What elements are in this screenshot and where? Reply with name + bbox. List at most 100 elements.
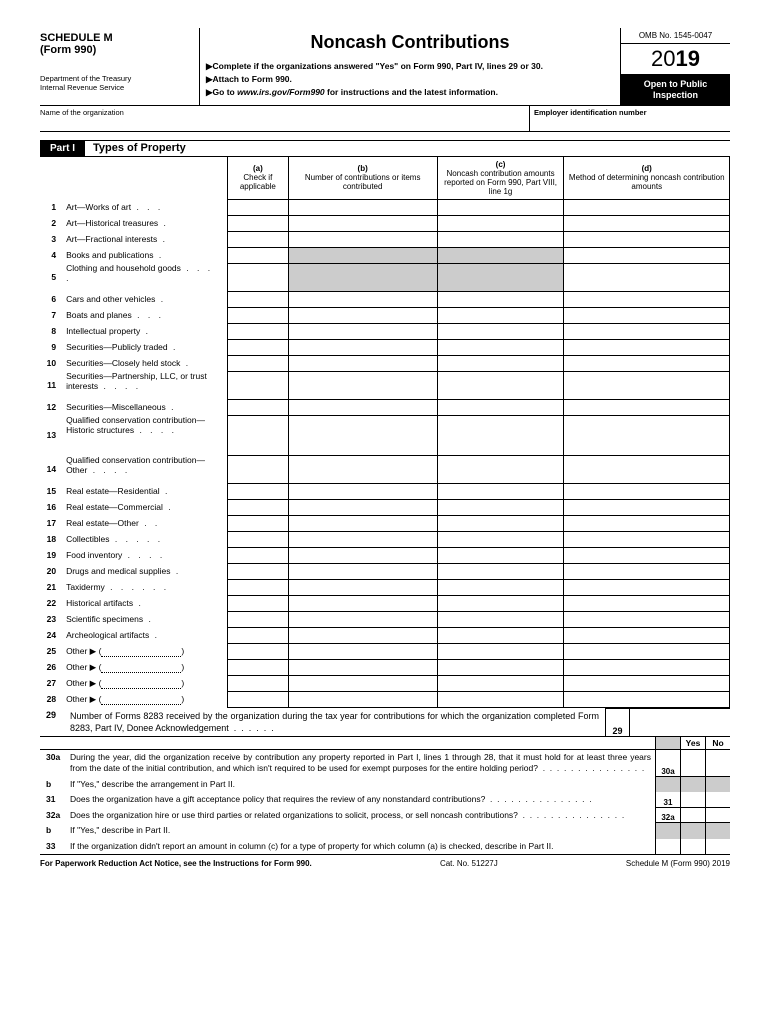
cell-c[interactable] (437, 415, 564, 455)
cell-b[interactable] (288, 595, 437, 611)
cell-b[interactable] (288, 291, 437, 307)
q-no[interactable] (705, 808, 730, 823)
cell-a[interactable] (228, 563, 289, 579)
cell-b[interactable] (288, 563, 437, 579)
cell-c[interactable] (437, 371, 564, 399)
cell-a[interactable] (228, 483, 289, 499)
cell-c[interactable] (437, 339, 564, 355)
cell-b[interactable] (288, 579, 437, 595)
cell-a[interactable] (228, 323, 289, 339)
cell-b[interactable] (288, 215, 437, 231)
q-no[interactable] (705, 750, 730, 777)
cell-d[interactable] (564, 323, 730, 339)
cell-c[interactable] (437, 199, 564, 215)
cell-b[interactable] (288, 515, 437, 531)
cell-d[interactable] (564, 231, 730, 247)
cell-d[interactable] (564, 415, 730, 455)
cell-c[interactable] (437, 399, 564, 415)
cell-b[interactable] (288, 643, 437, 659)
cell-b[interactable] (288, 611, 437, 627)
cell-d[interactable] (564, 563, 730, 579)
cell-d[interactable] (564, 399, 730, 415)
cell-c[interactable] (437, 291, 564, 307)
cell-c[interactable] (437, 307, 564, 323)
cell-a[interactable] (228, 339, 289, 355)
cell-b[interactable] (288, 307, 437, 323)
cell-d[interactable] (564, 659, 730, 675)
cell-c[interactable] (437, 675, 564, 691)
cell-d[interactable] (564, 215, 730, 231)
cell-a[interactable] (228, 531, 289, 547)
cell-a[interactable] (228, 231, 289, 247)
cell-b[interactable] (288, 547, 437, 563)
cell-d[interactable] (564, 547, 730, 563)
cell-d[interactable] (564, 263, 730, 291)
cell-b[interactable] (288, 399, 437, 415)
cell-b[interactable] (288, 627, 437, 643)
cell-c[interactable] (437, 455, 564, 483)
cell-c[interactable] (437, 627, 564, 643)
cell-b[interactable] (288, 371, 437, 399)
cell-d[interactable] (564, 371, 730, 399)
cell-a[interactable] (228, 415, 289, 455)
cell-a[interactable] (228, 579, 289, 595)
cell-d[interactable] (564, 579, 730, 595)
cell-c[interactable] (437, 515, 564, 531)
cell-d[interactable] (564, 531, 730, 547)
cell-c[interactable] (437, 611, 564, 627)
cell-d[interactable] (564, 595, 730, 611)
cell-c[interactable] (437, 579, 564, 595)
cell-b[interactable] (288, 499, 437, 515)
cell-a[interactable] (228, 499, 289, 515)
cell-d[interactable] (564, 643, 730, 659)
cell-b[interactable] (288, 199, 437, 215)
cell-d[interactable] (564, 355, 730, 371)
q-yes[interactable] (680, 792, 705, 807)
cell-b[interactable] (288, 231, 437, 247)
cell-a[interactable] (228, 595, 289, 611)
cell-c[interactable] (437, 263, 564, 291)
cell-d[interactable] (564, 307, 730, 323)
cell-c[interactable] (437, 247, 564, 263)
cell-c[interactable] (437, 547, 564, 563)
cell-c[interactable] (437, 355, 564, 371)
cell-a[interactable] (228, 547, 289, 563)
cell-a[interactable] (228, 199, 289, 215)
cell-a[interactable] (228, 371, 289, 399)
cell-a[interactable] (228, 291, 289, 307)
cell-b[interactable] (288, 455, 437, 483)
cell-c[interactable] (437, 659, 564, 675)
cell-b[interactable] (288, 415, 437, 455)
cell-a[interactable] (228, 215, 289, 231)
cell-d[interactable] (564, 455, 730, 483)
cell-b[interactable] (288, 355, 437, 371)
cell-c[interactable] (437, 499, 564, 515)
q-yes[interactable] (680, 750, 705, 777)
cell-d[interactable] (564, 499, 730, 515)
cell-a[interactable] (228, 355, 289, 371)
cell-a[interactable] (228, 263, 289, 291)
cell-b[interactable] (288, 531, 437, 547)
cell-d[interactable] (564, 291, 730, 307)
cell-a[interactable] (228, 611, 289, 627)
cell-c[interactable] (437, 231, 564, 247)
cell-d[interactable] (564, 339, 730, 355)
cell-c[interactable] (437, 483, 564, 499)
cell-c[interactable] (437, 691, 564, 707)
cell-d[interactable] (564, 627, 730, 643)
q29-value[interactable] (630, 708, 730, 736)
cell-b[interactable] (288, 323, 437, 339)
cell-b[interactable] (288, 483, 437, 499)
cell-a[interactable] (228, 399, 289, 415)
cell-a[interactable] (228, 515, 289, 531)
cell-d[interactable] (564, 515, 730, 531)
cell-b[interactable] (288, 691, 437, 707)
cell-c[interactable] (437, 643, 564, 659)
q-yes[interactable] (680, 808, 705, 823)
cell-b[interactable] (288, 263, 437, 291)
cell-a[interactable] (228, 675, 289, 691)
cell-a[interactable] (228, 659, 289, 675)
q-no[interactable] (705, 792, 730, 807)
cell-d[interactable] (564, 611, 730, 627)
cell-b[interactable] (288, 339, 437, 355)
